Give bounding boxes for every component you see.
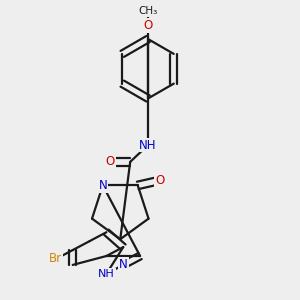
- Text: O: O: [143, 19, 153, 32]
- Text: NH: NH: [98, 269, 115, 279]
- Text: O: O: [106, 155, 115, 168]
- Text: N: N: [98, 179, 107, 192]
- Text: CH₃: CH₃: [138, 6, 158, 16]
- Text: NH: NH: [139, 139, 157, 152]
- Text: Br: Br: [49, 253, 62, 266]
- Text: O: O: [155, 174, 164, 187]
- Text: N: N: [119, 258, 128, 272]
